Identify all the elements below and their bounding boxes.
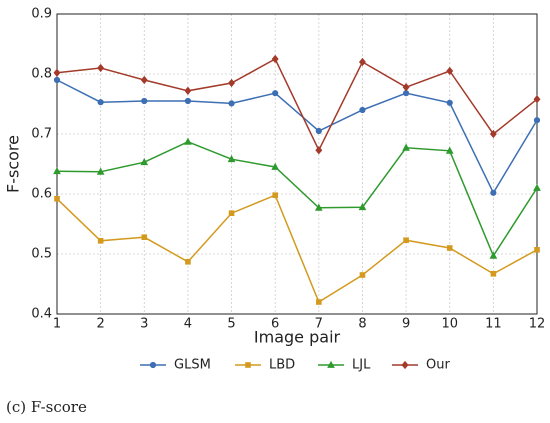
series-line: [56, 194, 538, 304]
marker: [490, 271, 497, 277]
marker: [271, 162, 280, 170]
x-tick-label: 8: [358, 317, 366, 332]
x-tick-label: 6: [271, 317, 279, 332]
y-tick-label: 0.9: [31, 7, 52, 22]
marker: [315, 127, 322, 135]
marker: [97, 63, 105, 73]
marker: [141, 234, 148, 240]
marker: [140, 157, 149, 166]
marker: [141, 97, 148, 105]
marker: [327, 360, 335, 368]
x-tick-label: 4: [184, 317, 192, 332]
marker: [185, 259, 191, 265]
y-tick-label: 0.8: [31, 67, 52, 82]
x-axis-label: Image pair: [254, 328, 341, 347]
marker: [228, 210, 235, 216]
marker: [245, 362, 251, 368]
marker: [316, 299, 322, 305]
x-tick-label: 11: [485, 317, 502, 332]
marker: [446, 66, 454, 76]
marker: [184, 86, 192, 95]
series-line: [56, 140, 538, 258]
marker: [359, 272, 366, 278]
series-line: [56, 57, 538, 152]
marker: [489, 251, 498, 259]
y-tick-label: 0.7: [31, 127, 52, 142]
marker: [228, 78, 235, 88]
marker: [314, 203, 323, 211]
x-tick-label: 3: [140, 317, 148, 332]
marker: [149, 361, 157, 369]
x-tick-label: 1: [53, 317, 61, 332]
marker: [402, 83, 410, 92]
marker: [272, 90, 279, 97]
caption: (c) F-score: [6, 398, 87, 416]
legend-label: Our: [426, 358, 450, 373]
marker: [402, 143, 410, 151]
marker: [446, 245, 453, 251]
legend-label: LJL: [352, 358, 371, 373]
plot-frame: [56, 13, 538, 315]
x-tick-label: 5: [227, 317, 235, 332]
marker: [228, 100, 235, 107]
marker: [53, 68, 61, 77]
legend-label: GLSM: [174, 358, 211, 373]
marker: [533, 183, 541, 191]
x-tick-label: 2: [96, 317, 104, 332]
marker: [533, 95, 541, 104]
marker: [96, 167, 105, 175]
x-tick-label: 9: [402, 317, 410, 332]
marker: [184, 97, 192, 105]
marker: [533, 117, 541, 124]
legend-item: GLSM: [140, 358, 211, 373]
marker: [359, 57, 366, 67]
marker: [97, 238, 104, 244]
marker: [445, 146, 454, 154]
legend-item: LBD: [235, 358, 295, 373]
marker: [359, 106, 366, 114]
marker: [53, 76, 61, 84]
x-tick-label: 12: [529, 317, 546, 332]
marker: [401, 360, 409, 370]
series-line: [56, 79, 538, 195]
marker: [534, 247, 540, 253]
legend-item: LJL: [318, 358, 371, 373]
marker: [140, 75, 148, 85]
marker: [315, 146, 323, 155]
x-tick-label: 7: [315, 317, 323, 332]
marker: [358, 202, 367, 211]
marker: [489, 129, 497, 139]
marker: [446, 99, 453, 106]
legend-item: Our: [392, 358, 450, 373]
x-tick-label: 10: [441, 317, 458, 332]
marker: [490, 189, 497, 196]
y-tick-label: 0.6: [31, 187, 52, 202]
y-tick-label: 0.4: [31, 307, 52, 322]
marker: [403, 237, 409, 243]
legend-label: LBD: [269, 358, 295, 373]
y-axis-label: F-score: [4, 135, 23, 193]
y-tick-label: 0.5: [31, 247, 52, 262]
marker: [184, 137, 192, 145]
marker: [97, 99, 104, 106]
marker: [271, 54, 279, 64]
marker: [227, 154, 236, 163]
marker: [53, 166, 61, 175]
marker: [54, 196, 60, 202]
marker: [272, 192, 278, 198]
